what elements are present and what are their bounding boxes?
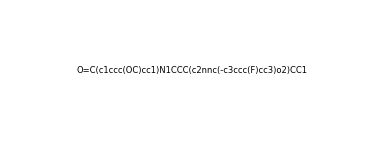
Text: O=C(c1ccc(OC)cc1)N1CCC(c2nnc(-c3ccc(F)cc3)o2)CC1: O=C(c1ccc(OC)cc1)N1CCC(c2nnc(-c3ccc(F)cc… <box>76 66 308 76</box>
